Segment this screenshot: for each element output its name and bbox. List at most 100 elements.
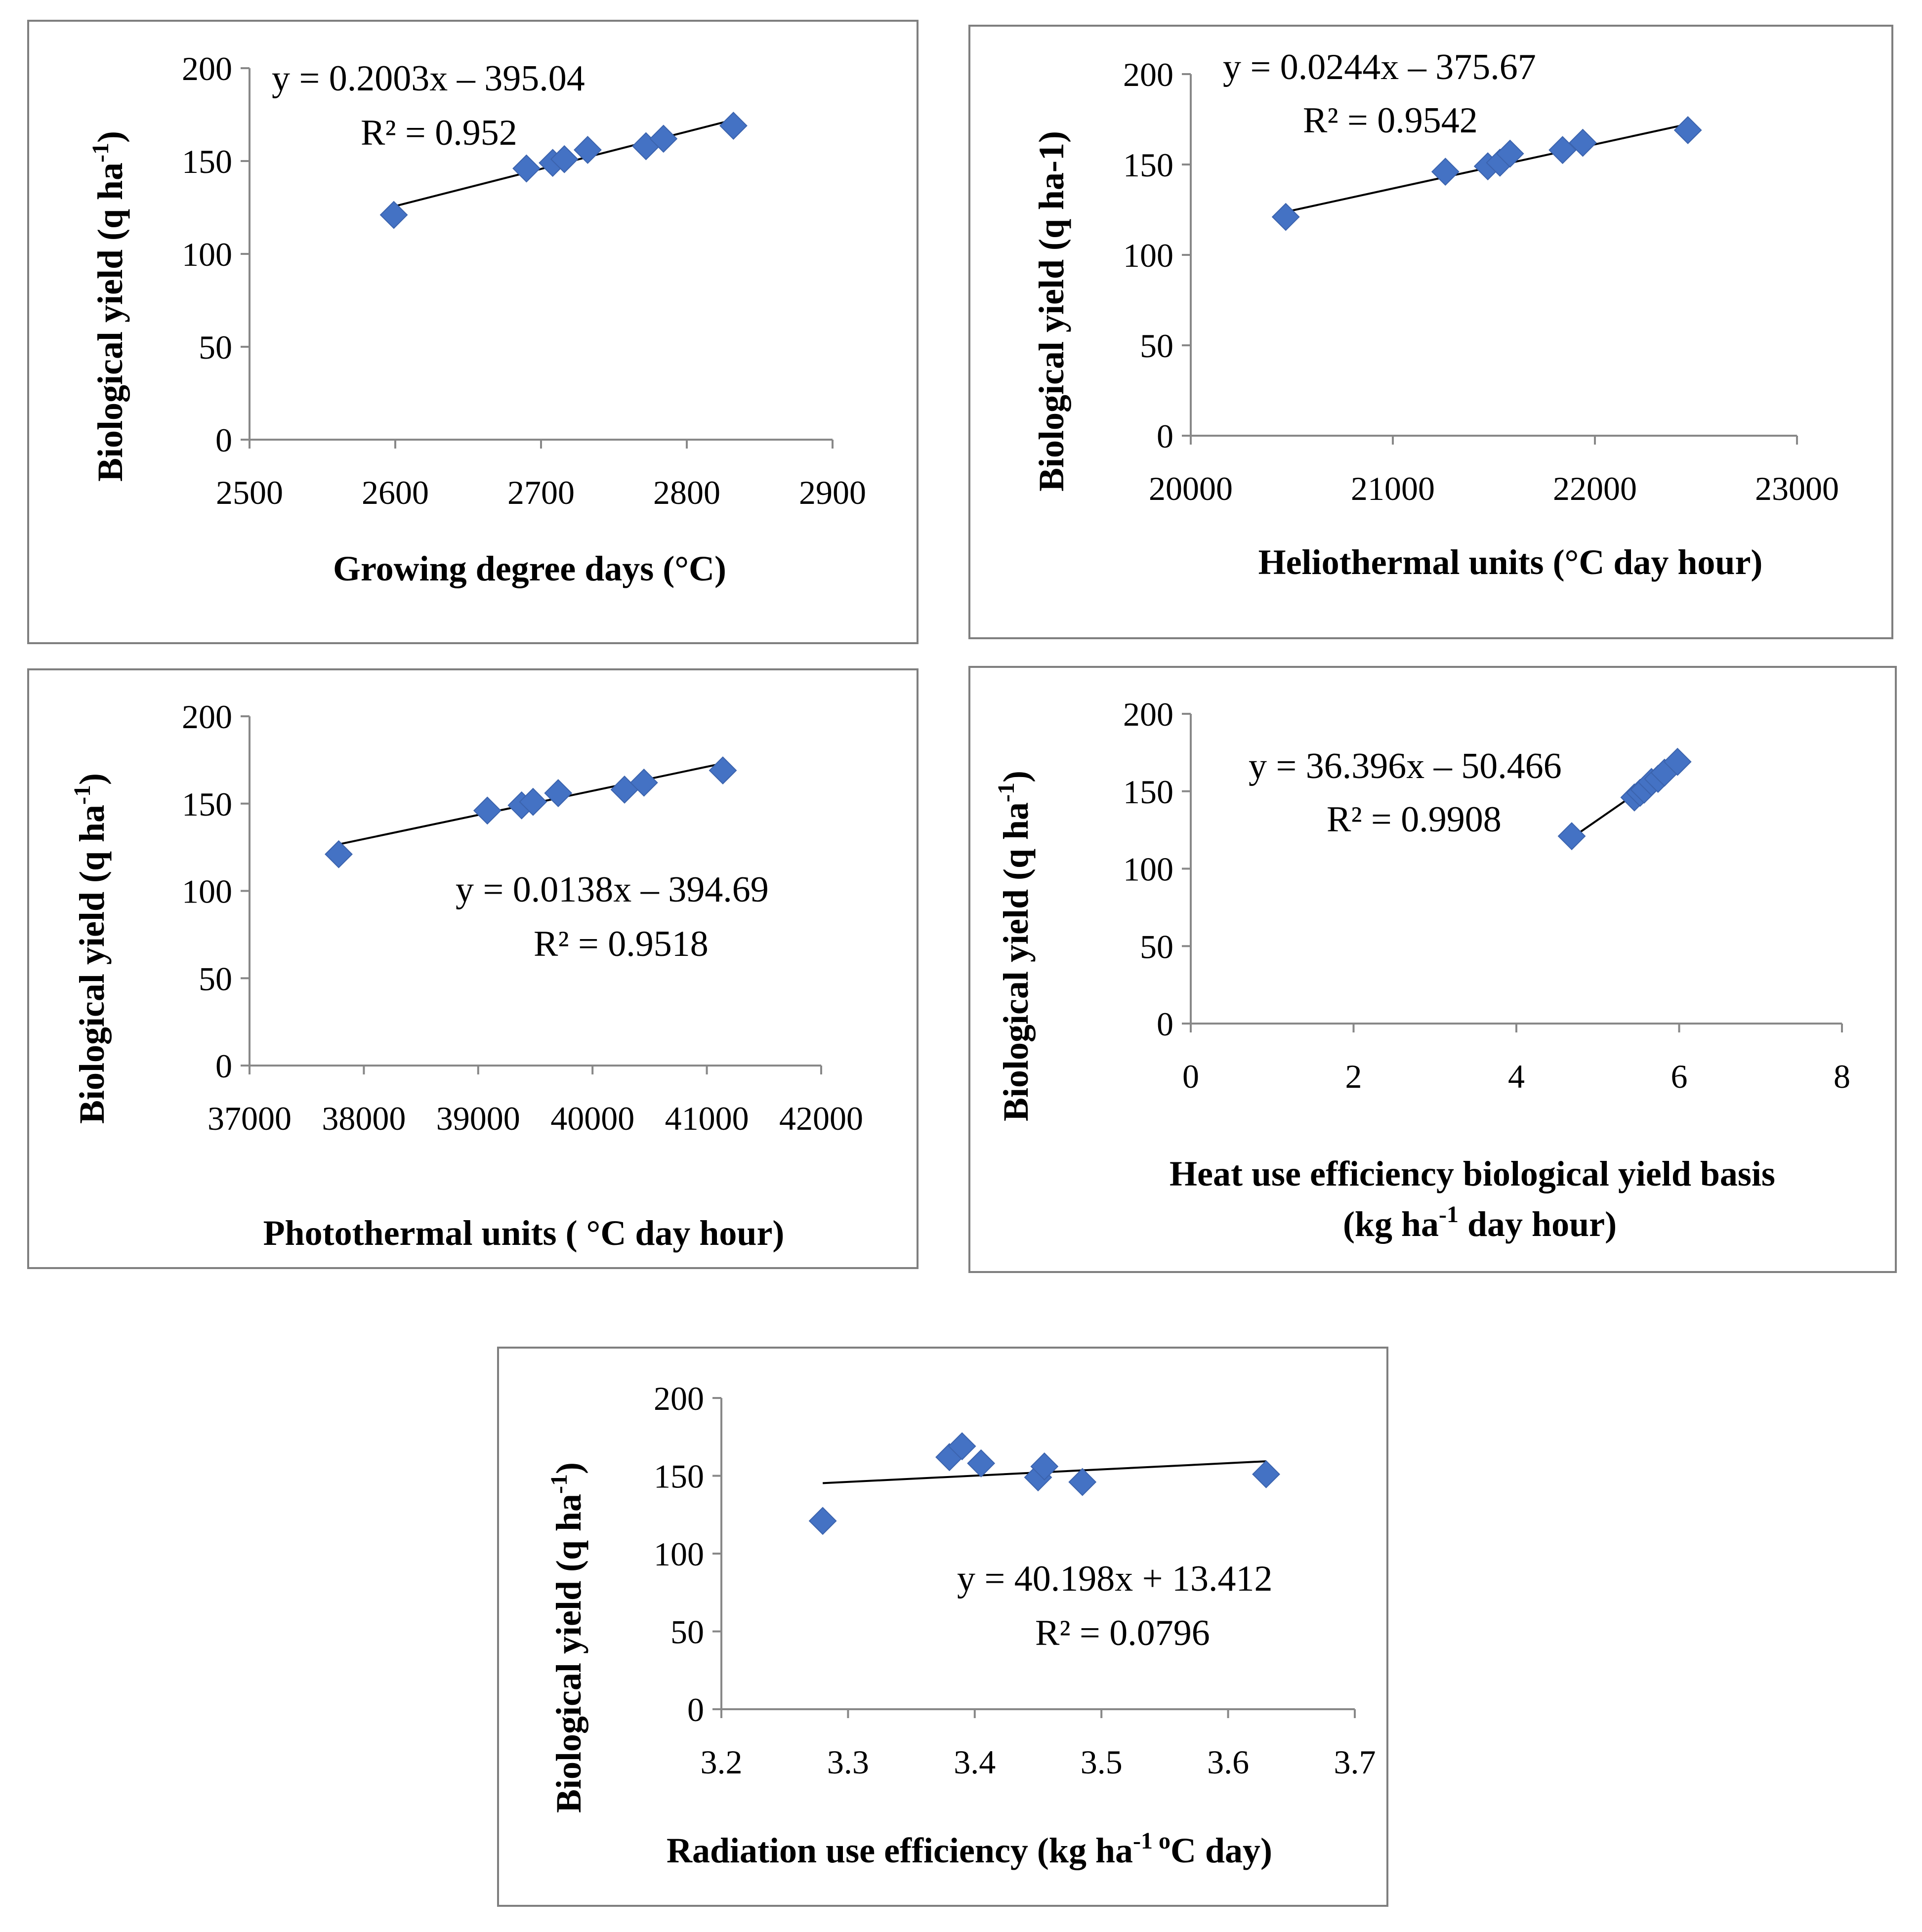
r-squared-rue: R² = 0.0796 xyxy=(1035,1613,1210,1653)
data-point-gdd xyxy=(719,112,748,140)
y-tick-label-gdd: 0 xyxy=(215,421,232,459)
y-tick-label-hue: 0 xyxy=(1157,1005,1173,1043)
chart-frame-htu xyxy=(968,25,1893,639)
data-point-hue xyxy=(1557,822,1586,851)
chart-frame-gdd xyxy=(27,20,919,644)
r-squared-htu: R² = 0.9542 xyxy=(1303,100,1478,141)
x-tick-label-rue: 3.7 xyxy=(1334,1743,1376,1781)
x-axis-title-ptu: Photothermal units ( °C day hour) xyxy=(263,1213,785,1253)
y-axis-title-hue: Biological yield (q ha-1) xyxy=(993,771,1036,1121)
y-tick-label-gdd: 150 xyxy=(182,143,232,180)
x-tick-label-ptu: 40000 xyxy=(550,1100,634,1137)
x-tick-label-htu: 23000 xyxy=(1755,470,1839,507)
y-tick-label-gdd: 100 xyxy=(182,236,232,273)
x-tick-label-rue: 3.2 xyxy=(701,1743,743,1781)
y-tick-label-htu: 50 xyxy=(1140,327,1173,365)
trend-equation-ptu: y = 0.0138x – 394.69 xyxy=(456,869,769,910)
y-tick-label-hue: 100 xyxy=(1123,851,1173,888)
y-axis-title-ptu: Biological yield (q ha-1) xyxy=(69,773,112,1124)
x-axis-title-rue: Radiation use efficiency (kg ha-1 oC day… xyxy=(667,1828,1272,1870)
trend-equation-gdd: y = 0.2003x – 395.04 xyxy=(272,58,585,99)
r-squared-ptu: R² = 0.9518 xyxy=(534,924,709,964)
chart-panel-htu: 0 50 100 150 200 20000 21000 22000 23000 y = 0.0… xyxy=(968,25,1893,639)
chart-panel-rue: 0 50 100 150 200 3.2 3.3 3.4 3.5 3.6 3.7 y = 40.19… xyxy=(497,1347,1388,1907)
x-tick-label-hue: 8 xyxy=(1834,1058,1850,1095)
x-tick-label-ptu: 39000 xyxy=(436,1100,520,1137)
data-point-gdd xyxy=(379,201,408,229)
y-tick-label-rue: 0 xyxy=(687,1691,704,1728)
data-point-rue xyxy=(948,1432,976,1461)
data-point-rue xyxy=(1030,1452,1059,1481)
x-tick-label-hue: 4 xyxy=(1508,1058,1525,1095)
y-tick-label-ptu: 0 xyxy=(215,1047,232,1085)
data-point-ptu xyxy=(325,840,353,868)
trend-equation-rue: y = 40.198x + 13.412 xyxy=(957,1559,1272,1599)
data-point-hue xyxy=(1663,747,1692,776)
y-tick-label-ptu: 50 xyxy=(199,960,232,997)
data-point-gdd xyxy=(550,145,579,173)
data-point-ptu xyxy=(544,779,573,807)
data-point-ptu xyxy=(519,787,547,816)
x-tick-label-hue: 2 xyxy=(1345,1058,1362,1095)
x-tick-label-gdd: 2600 xyxy=(362,474,429,511)
x-tick-label-gdd: 2700 xyxy=(507,474,575,511)
x-tick-label-ptu: 42000 xyxy=(779,1100,863,1137)
y-tick-label-hue: 50 xyxy=(1140,928,1173,965)
data-point-htu xyxy=(1569,128,1597,157)
data-point-gdd xyxy=(573,136,602,164)
x-tick-label-rue: 3.6 xyxy=(1207,1743,1249,1781)
data-point-gdd xyxy=(512,154,541,183)
y-tick-label-gdd: 50 xyxy=(199,329,232,366)
data-point-ptu xyxy=(709,756,737,784)
y-tick-label-htu: 100 xyxy=(1123,237,1173,274)
x-tick-label-ptu: 37000 xyxy=(208,1100,292,1137)
x-axis-title-hue-line2: (kg ha-1 day hour) xyxy=(1343,1201,1617,1244)
data-point-htu xyxy=(1548,136,1577,164)
x-tick-label-ptu: 41000 xyxy=(665,1100,749,1137)
y-tick-label-htu: 150 xyxy=(1123,146,1173,184)
x-axis-title-hue: Heat use efficiency biological yield bas… xyxy=(1170,1154,1775,1193)
x-tick-label-hue: 6 xyxy=(1671,1058,1688,1095)
data-point-htu xyxy=(1431,158,1460,186)
x-tick-label-rue: 3.3 xyxy=(827,1743,869,1781)
data-point-ptu xyxy=(629,768,658,797)
plot-area-htu: 0 50 100 150 200 20000 21000 22000 23000 xyxy=(1123,56,1839,507)
x-tick-label-gdd: 2500 xyxy=(216,474,283,511)
y-tick-label-hue: 150 xyxy=(1123,773,1173,811)
data-point-rue xyxy=(967,1449,996,1478)
chart-frame-ptu xyxy=(27,668,919,1269)
x-tick-label-htu: 22000 xyxy=(1553,470,1637,507)
plot-area-gdd: 0 50 100 150 200 2500 2600 2700 2800 2900 xyxy=(182,50,866,511)
y-axis-title-htu: Biological yield (q ha-1) xyxy=(1032,131,1071,492)
y-tick-label-ptu: 100 xyxy=(182,873,232,910)
y-tick-label-ptu: 200 xyxy=(182,698,232,736)
y-tick-label-ptu: 150 xyxy=(182,785,232,823)
x-axis-title-htu: Heliothermal units (°C day hour) xyxy=(1258,542,1763,582)
data-point-htu xyxy=(1271,203,1300,231)
y-axis-title-rue: Biological yield (q ha-1) xyxy=(546,1462,588,1813)
y-tick-label-htu: 0 xyxy=(1157,417,1173,455)
x-tick-label-ptu: 38000 xyxy=(322,1100,406,1137)
y-tick-label-gdd: 200 xyxy=(182,50,232,87)
y-tick-label-rue: 50 xyxy=(670,1613,704,1651)
chart-panel-hue: 0 50 100 150 200 0 2 4 6 8 y = 36.396x – 50.466 R… xyxy=(968,666,1897,1273)
x-tick-label-htu: 20000 xyxy=(1149,470,1233,507)
x-tick-label-gdd: 2900 xyxy=(799,474,866,511)
chart-frame-hue xyxy=(968,666,1897,1273)
chart-frame-rue xyxy=(497,1347,1388,1907)
x-tick-label-gdd: 2800 xyxy=(653,474,720,511)
data-point-ptu xyxy=(473,796,501,825)
trend-equation-hue: y = 36.396x – 50.466 xyxy=(1249,746,1562,786)
x-tick-label-rue: 3.5 xyxy=(1081,1743,1123,1781)
r-squared-hue: R² = 0.9908 xyxy=(1327,799,1502,840)
y-tick-label-rue: 150 xyxy=(654,1458,704,1495)
data-point-htu xyxy=(1673,116,1702,144)
r-squared-gdd: R² = 0.952 xyxy=(361,113,517,153)
y-axis-title-gdd: Biological yield (q ha-1) xyxy=(87,131,130,482)
y-tick-label-rue: 100 xyxy=(654,1535,704,1573)
x-axis-title-gdd: Growing degree days (°C) xyxy=(333,549,726,588)
data-point-rue xyxy=(1252,1460,1280,1488)
data-point-htu xyxy=(1496,139,1524,168)
data-point-rue xyxy=(1068,1468,1097,1496)
